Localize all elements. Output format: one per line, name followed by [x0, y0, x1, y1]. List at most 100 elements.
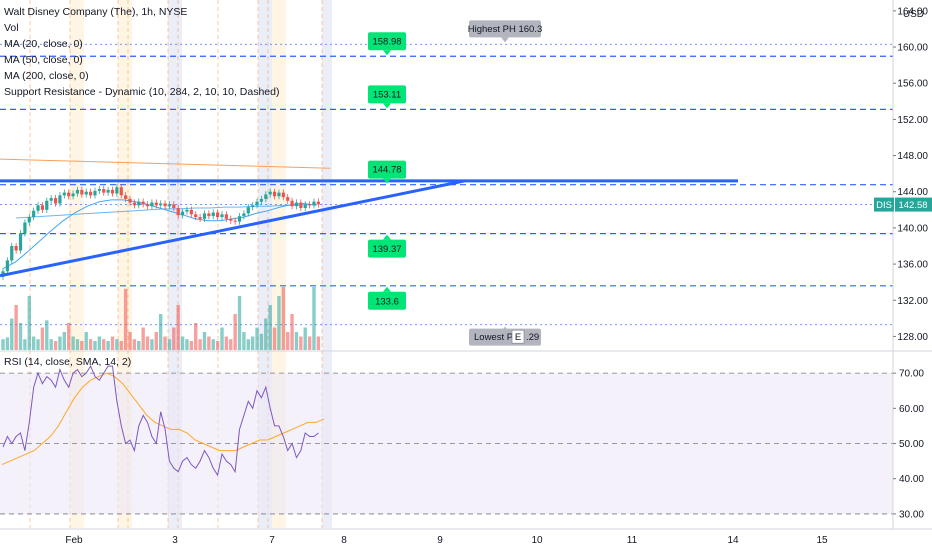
candle-body[interactable] [220, 214, 224, 218]
candle-body[interactable] [145, 204, 150, 207]
candle-body[interactable] [294, 202, 299, 207]
earnings-marker[interactable] [511, 329, 525, 344]
candle-body[interactable] [281, 192, 285, 198]
candle-body[interactable] [14, 245, 18, 251]
candle-body[interactable] [255, 201, 259, 206]
candle-body[interactable] [242, 213, 246, 217]
candle-body[interactable] [163, 203, 167, 207]
volume-bar [194, 323, 198, 350]
candle-body[interactable] [303, 204, 307, 209]
candle-body[interactable] [167, 204, 172, 207]
candle-body[interactable] [207, 213, 211, 217]
price-pane[interactable]: 158.98 153.11 144.78 139.37 133.6 Highest PH … [0, 20, 893, 350]
candle-body[interactable] [45, 200, 49, 210]
candle-body[interactable] [246, 207, 250, 214]
candle-body[interactable] [53, 198, 58, 204]
sr-level-label[interactable]: 158.98 [368, 32, 406, 56]
candle-body[interactable] [229, 218, 233, 221]
candle-body[interactable] [316, 201, 320, 205]
candle-body[interactable] [36, 205, 40, 211]
candle-body[interactable] [115, 187, 119, 194]
candle-body[interactable] [185, 209, 189, 212]
candle-body[interactable] [141, 201, 145, 205]
candle-body[interactable] [154, 202, 158, 206]
candle-body[interactable] [264, 194, 268, 199]
candle-body[interactable] [84, 191, 88, 195]
candle-body[interactable] [286, 197, 290, 201]
candle-body[interactable] [62, 192, 66, 196]
volume-bar [154, 332, 158, 350]
sr-label-box [368, 85, 406, 104]
candle-body[interactable] [23, 222, 27, 234]
earnings-marker-text: E [515, 332, 521, 343]
candle-body[interactable] [27, 217, 31, 223]
candle-body[interactable] [290, 200, 294, 207]
candle-body[interactable] [124, 195, 128, 199]
candle-body[interactable] [312, 201, 316, 206]
volume-bar [36, 339, 40, 350]
candle-body[interactable] [189, 209, 193, 215]
candle-body[interactable] [198, 217, 202, 219]
candle-body[interactable] [272, 191, 277, 197]
candle-body[interactable] [216, 212, 220, 218]
candle-body[interactable] [299, 202, 303, 209]
candle-body[interactable] [97, 189, 101, 191]
candle-body[interactable] [71, 193, 75, 197]
candle-body[interactable] [5, 260, 9, 272]
candle-body[interactable] [211, 212, 215, 217]
candle-body[interactable] [150, 202, 154, 207]
candle-body[interactable] [119, 187, 123, 196]
candle-body[interactable] [10, 245, 14, 261]
candle-body[interactable] [93, 190, 97, 196]
candle-body[interactable] [224, 214, 228, 219]
candle-body[interactable] [308, 204, 312, 206]
candle-body[interactable] [132, 202, 136, 206]
candle-body[interactable] [67, 192, 71, 197]
candle-body[interactable] [32, 210, 36, 218]
volume-bar [307, 336, 312, 350]
sr-level-label[interactable]: 153.11 [368, 85, 406, 109]
sr-label-text: 158.98 [372, 36, 401, 47]
rsi-pane[interactable] [0, 365, 893, 515]
candle-body[interactable] [277, 192, 281, 197]
candle-body[interactable] [80, 189, 84, 195]
candle-body[interactable] [89, 191, 93, 196]
volume-bar [303, 327, 307, 350]
sr-level-label[interactable]: 144.78 [368, 160, 406, 184]
candle-body[interactable] [268, 191, 272, 195]
candle-body[interactable] [259, 198, 264, 202]
candle-body[interactable] [159, 203, 163, 206]
candle-body[interactable] [180, 211, 185, 216]
candle-body[interactable] [194, 214, 198, 218]
volume-bar [264, 318, 268, 350]
candle-body[interactable] [49, 198, 53, 201]
volume-bar [123, 288, 128, 350]
time-tick-label: 15 [816, 535, 828, 546]
candle-body[interactable] [172, 204, 176, 209]
candle-body[interactable] [75, 189, 80, 194]
legend-vol: Vol [4, 22, 19, 34]
sr-level-label[interactable]: 139.37 [368, 234, 406, 258]
legend-support-resistance: Support Resistance - Dynamic (10, 284, 2… [4, 86, 280, 98]
candle-body[interactable] [58, 195, 62, 204]
trendline-lower[interactable] [0, 179, 465, 278]
candle-body[interactable] [102, 189, 106, 193]
candle-body[interactable] [18, 233, 23, 251]
candle-body[interactable] [106, 189, 110, 193]
candle-body[interactable] [128, 198, 132, 203]
candle-body[interactable] [40, 205, 45, 210]
volume-bar [290, 314, 294, 350]
lowest-pivot-label[interactable]: Lowest PLE .29 [469, 326, 541, 346]
candle-body[interactable] [137, 201, 141, 206]
highest-pivot-label[interactable]: Highest PH 160.3 [468, 20, 542, 43]
candle-body[interactable] [110, 189, 115, 194]
volume-bar [255, 327, 259, 350]
candle-body[interactable] [237, 216, 242, 222]
candle-body[interactable] [251, 205, 255, 208]
volume-bar [145, 336, 150, 350]
candle-body[interactable] [202, 213, 207, 219]
candle-body[interactable] [233, 220, 237, 222]
sr-level-label[interactable]: 133.6 [368, 286, 406, 310]
candle-body[interactable] [176, 208, 180, 216]
